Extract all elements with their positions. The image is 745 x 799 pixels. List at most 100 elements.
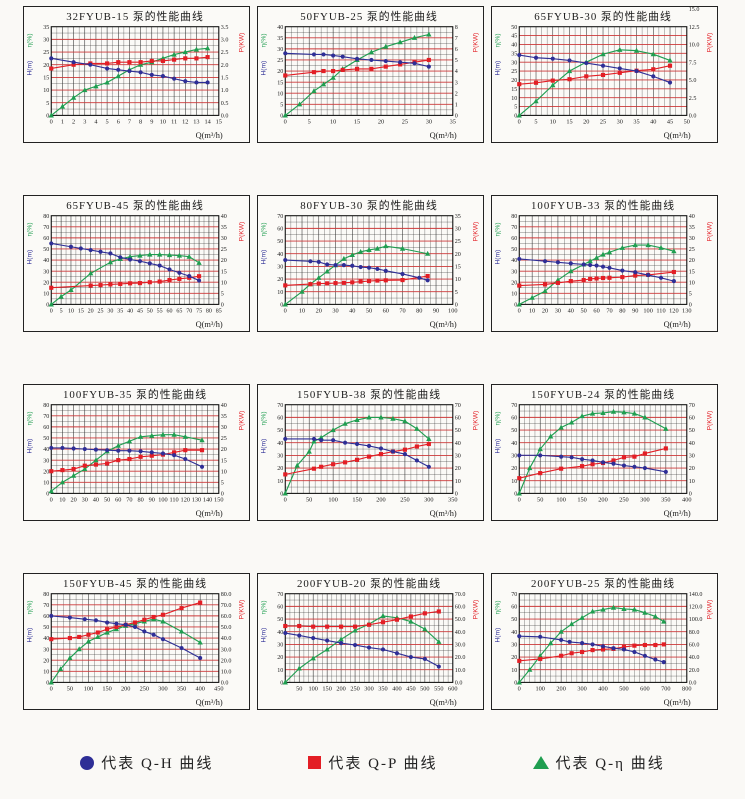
svg-text:20: 20 bbox=[689, 258, 695, 264]
svg-text:0: 0 bbox=[518, 307, 521, 314]
svg-text:50: 50 bbox=[581, 307, 587, 314]
chart-panel-100FYUB-33: 100FYUB-33 泵的性能曲线 0 10 20 30 40 50 60 70 80 90 100 1… bbox=[491, 195, 718, 332]
svg-text:60.0: 60.0 bbox=[221, 614, 232, 620]
svg-text:40: 40 bbox=[511, 441, 517, 447]
legend: 代表 Q-H 曲线 代表 Q-P 曲线 代表 Q-η 曲线 bbox=[0, 752, 745, 773]
chart-panel-65FYUB-30: 65FYUB-30 泵的性能曲线 0 5 10 15 20 25 30 35 40 45 50 0 0.0… bbox=[491, 6, 718, 143]
svg-text:0: 0 bbox=[284, 496, 287, 503]
svg-text:13: 13 bbox=[193, 118, 199, 125]
series-Q-P bbox=[517, 642, 666, 663]
chart-panel-150FYUB-45: 150FYUB-45 泵的性能曲线 0 50 100 150 200 250 300 350 40… bbox=[23, 573, 250, 710]
axis-label-q: Q(m³/h) bbox=[664, 131, 691, 140]
svg-text:15: 15 bbox=[354, 118, 360, 125]
series-Q-H bbox=[517, 53, 673, 85]
svg-text:90: 90 bbox=[149, 496, 155, 503]
svg-text:30: 30 bbox=[617, 118, 623, 125]
svg-text:150: 150 bbox=[214, 496, 223, 503]
svg-text:35: 35 bbox=[277, 36, 283, 42]
svg-text:50: 50 bbox=[67, 685, 73, 692]
svg-text:10: 10 bbox=[455, 277, 461, 283]
chart-panel-100FYUB-35: 100FYUB-35 泵的性能曲线 0 10 20 30 40 50 60 70 80 90 100 1… bbox=[23, 384, 250, 521]
svg-text:50: 50 bbox=[43, 436, 49, 442]
svg-text:50: 50 bbox=[689, 428, 695, 434]
svg-text:0.5: 0.5 bbox=[221, 101, 229, 107]
svg-text:10: 10 bbox=[43, 88, 49, 94]
svg-text:30: 30 bbox=[455, 454, 461, 460]
axis-label-h: H(m) bbox=[495, 61, 502, 76]
svg-text:40.0: 40.0 bbox=[221, 636, 232, 642]
svg-text:30: 30 bbox=[426, 118, 432, 125]
svg-text:14: 14 bbox=[204, 118, 211, 125]
axis-label-p: P(KW) bbox=[706, 33, 713, 53]
series-Q-η bbox=[516, 604, 667, 685]
svg-text:350: 350 bbox=[448, 496, 457, 503]
svg-text:20.0: 20.0 bbox=[221, 658, 232, 664]
svg-text:25: 25 bbox=[277, 58, 283, 64]
svg-text:60: 60 bbox=[167, 308, 173, 314]
svg-text:300: 300 bbox=[364, 685, 373, 692]
tick-labels: 0 5 10 15 20 25 30 350 05 110 215 320 425 530 635 740 8 bbox=[277, 25, 458, 125]
axis-label-q: Q(m³/h) bbox=[664, 320, 691, 329]
svg-text:5: 5 bbox=[106, 118, 109, 125]
svg-text:30: 30 bbox=[82, 496, 88, 503]
svg-text:120: 120 bbox=[181, 496, 190, 503]
svg-text:150: 150 bbox=[102, 685, 111, 692]
svg-text:70: 70 bbox=[43, 414, 49, 420]
axis-label-eta: η(%) bbox=[27, 600, 34, 614]
svg-text:10: 10 bbox=[511, 668, 517, 674]
svg-text:10.0: 10.0 bbox=[689, 43, 700, 49]
svg-text:50.0: 50.0 bbox=[221, 625, 232, 631]
svg-text:80: 80 bbox=[43, 214, 49, 220]
svg-text:20: 20 bbox=[511, 280, 517, 286]
svg-text:30: 30 bbox=[511, 60, 517, 66]
svg-text:70: 70 bbox=[455, 403, 461, 409]
svg-text:0: 0 bbox=[280, 114, 283, 120]
svg-text:25: 25 bbox=[221, 436, 227, 442]
svg-text:70.0: 70.0 bbox=[221, 603, 232, 609]
legend-item-qp: 代表 Q-P 曲线 bbox=[308, 752, 437, 773]
svg-text:60: 60 bbox=[593, 307, 599, 314]
svg-text:70: 70 bbox=[43, 603, 49, 609]
svg-text:0: 0 bbox=[514, 492, 517, 498]
axis-label-p: P(KW) bbox=[472, 411, 479, 431]
svg-text:10.0: 10.0 bbox=[455, 668, 466, 674]
svg-text:10: 10 bbox=[511, 291, 517, 297]
axis-label-p: P(KW) bbox=[238, 222, 245, 242]
svg-text:50: 50 bbox=[296, 685, 302, 692]
svg-text:450: 450 bbox=[214, 685, 223, 692]
axis-label-h: H(m) bbox=[495, 628, 502, 643]
svg-text:12.5: 12.5 bbox=[689, 25, 700, 31]
svg-text:5: 5 bbox=[455, 58, 458, 64]
svg-text:20: 20 bbox=[277, 655, 283, 661]
svg-text:0: 0 bbox=[284, 307, 287, 314]
axis-label-h: H(m) bbox=[261, 439, 268, 454]
svg-text:30.0: 30.0 bbox=[221, 647, 232, 653]
svg-text:8: 8 bbox=[139, 118, 142, 125]
svg-text:3.5: 3.5 bbox=[221, 25, 229, 31]
grid bbox=[518, 215, 688, 305]
svg-text:2: 2 bbox=[455, 91, 458, 97]
grid bbox=[50, 26, 220, 116]
svg-text:140: 140 bbox=[203, 496, 212, 503]
qeta-triangle-icon bbox=[532, 756, 549, 769]
svg-text:20.0: 20.0 bbox=[455, 655, 466, 661]
svg-text:1: 1 bbox=[455, 102, 458, 108]
series-Q-H bbox=[517, 256, 676, 284]
svg-text:60: 60 bbox=[115, 496, 121, 503]
svg-text:100: 100 bbox=[158, 496, 167, 503]
svg-text:30: 30 bbox=[221, 425, 227, 431]
svg-text:130: 130 bbox=[682, 307, 691, 314]
axis-label-q: Q(m³/h) bbox=[196, 131, 223, 140]
svg-text:30: 30 bbox=[43, 458, 49, 464]
svg-text:20: 20 bbox=[43, 63, 49, 69]
axis-label-eta: η(%) bbox=[261, 222, 268, 236]
svg-text:10: 10 bbox=[330, 118, 336, 125]
svg-text:250: 250 bbox=[400, 496, 409, 503]
svg-text:5: 5 bbox=[514, 105, 517, 111]
svg-text:60: 60 bbox=[277, 227, 283, 233]
svg-text:20: 20 bbox=[583, 118, 589, 125]
svg-text:50: 50 bbox=[277, 428, 283, 434]
svg-text:300: 300 bbox=[424, 496, 433, 503]
